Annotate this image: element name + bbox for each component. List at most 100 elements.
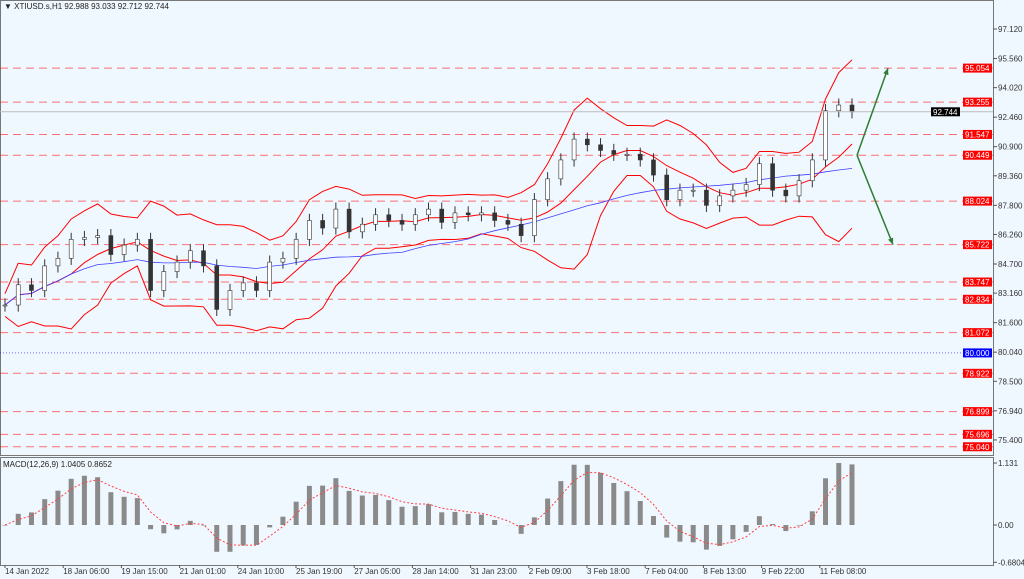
macd-histogram-bar <box>399 506 405 525</box>
moving-average <box>4 168 853 306</box>
arrow-down-line <box>856 154 894 245</box>
candle-body <box>412 214 418 225</box>
candle-body <box>598 144 603 151</box>
level-tag <box>963 368 992 378</box>
candle-body <box>386 214 392 221</box>
macd-histogram-bar <box>2 525 8 526</box>
macd-histogram-bar <box>28 512 34 525</box>
level-tag-label: 81.072 <box>965 329 990 338</box>
candle-body <box>293 239 299 259</box>
candle-body <box>796 180 802 197</box>
macd-histogram-bar <box>531 517 537 525</box>
macd-signal-line <box>4 471 853 546</box>
candle-body <box>479 212 484 216</box>
time-tick-label: 24 Jan 10:00 <box>238 567 285 576</box>
candle-body <box>68 239 74 259</box>
macd-histogram-bar <box>809 511 815 525</box>
candle-body <box>518 223 524 236</box>
main-pane-frame <box>0 0 994 456</box>
arrow-down-head <box>888 237 894 245</box>
macd-histogram-bar <box>95 477 101 525</box>
candle-body <box>426 208 431 216</box>
macd-histogram-bar <box>373 494 379 525</box>
candle-body <box>677 189 683 200</box>
macd-histogram-bar <box>280 516 286 525</box>
macd-histogram-bar <box>492 520 498 525</box>
current-price-label: 92.744 <box>933 108 958 117</box>
candle-body <box>187 250 193 263</box>
macd-histogram-bar <box>320 485 326 525</box>
candle-body <box>161 271 167 291</box>
candle-body <box>585 138 590 146</box>
candle-body <box>664 174 670 200</box>
macd-pane-frame <box>0 457 994 566</box>
candle-body <box>82 237 87 240</box>
macd-histogram-bar <box>267 525 273 528</box>
candle-body <box>29 284 34 291</box>
candle-body <box>651 159 656 176</box>
level-tag <box>963 129 992 139</box>
level-tag <box>963 328 992 338</box>
candle-body <box>333 208 339 229</box>
time-tick-label: 19 Jan 15:00 <box>121 567 168 576</box>
level-tag-label: 85.722 <box>965 241 990 250</box>
candle-body <box>743 184 749 191</box>
macd-histogram-bar <box>42 499 48 525</box>
chart-title: ▼ XTIUSD.s,H1 92.988 93.033 92.712 92.74… <box>4 2 169 11</box>
candle-body <box>439 208 445 223</box>
macd-histogram-bar <box>293 501 299 525</box>
macd-histogram-bar <box>412 506 418 525</box>
candle-body <box>624 153 630 156</box>
macd-tick-label: 0.00 <box>998 521 1014 530</box>
bollinger-lower <box>4 175 853 332</box>
candle-body <box>360 223 365 233</box>
time-tick-label: 18 Jan 06:00 <box>63 567 110 576</box>
macd-histogram-bar <box>452 511 458 525</box>
price-tick-label: 87.800 <box>998 201 1023 210</box>
candle-body <box>2 304 8 307</box>
candle-body <box>214 265 220 310</box>
candle-body <box>399 220 405 225</box>
macd-histogram-bar <box>15 513 21 525</box>
dropdown-triangle-icon[interactable]: ▼ <box>4 2 12 11</box>
price-tick-label: 81.600 <box>998 319 1023 328</box>
macd-histogram-bar <box>81 475 87 525</box>
bollinger-upper <box>4 59 853 294</box>
macd-histogram-bar <box>148 525 154 530</box>
level-tag <box>963 348 992 358</box>
price-tick-label: 92.460 <box>998 113 1023 122</box>
level-tag <box>963 63 992 73</box>
candle-body <box>254 282 259 291</box>
macd-histogram-bar <box>545 498 551 525</box>
ohlc-values: 92.988 93.033 92.712 92.744 <box>64 2 169 11</box>
candle-body <box>532 199 537 236</box>
macd-histogram-bar <box>703 525 709 550</box>
candle-body <box>267 261 272 291</box>
candle-body <box>545 178 550 200</box>
macd-histogram-bar <box>55 490 61 525</box>
time-tick-label: 9 Feb 22:00 <box>762 567 805 576</box>
price-tick-label: 83.160 <box>998 289 1023 298</box>
macd-histogram-bar <box>796 525 802 526</box>
macd-histogram-bar <box>346 490 352 525</box>
price-tick-label: 75.400 <box>998 436 1023 445</box>
level-tag-label: 75.040 <box>965 443 990 452</box>
candle-body <box>717 195 722 206</box>
level-tag <box>963 294 992 304</box>
candle-body <box>465 212 471 216</box>
macd-tick-label: -0.6804 <box>998 558 1024 567</box>
level-tag-label: 88.024 <box>965 197 990 206</box>
macd-histogram-bar <box>253 525 259 545</box>
level-tag-label: 93.255 <box>965 98 990 107</box>
macd-histogram-bar <box>333 478 339 525</box>
macd-histogram-bar <box>598 472 604 525</box>
candle-body <box>42 265 48 291</box>
macd-histogram-bar <box>756 516 762 525</box>
candle-body <box>95 235 100 238</box>
bollinger-middle <box>4 143 853 306</box>
macd-histogram-bar <box>823 478 829 525</box>
time-tick-label: 28 Jan 14:00 <box>412 567 459 576</box>
level-tag-label: 95.054 <box>965 64 990 73</box>
